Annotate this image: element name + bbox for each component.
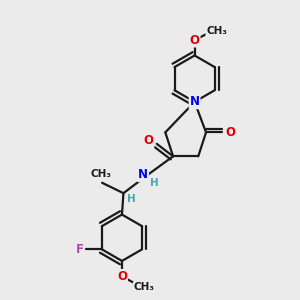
Text: N: N: [190, 95, 200, 108]
Text: CH₃: CH₃: [134, 282, 155, 292]
Text: O: O: [143, 134, 153, 147]
Text: H: H: [128, 194, 136, 204]
Text: H: H: [150, 178, 159, 188]
Text: O: O: [190, 34, 200, 46]
Text: F: F: [76, 243, 84, 256]
Text: O: O: [117, 270, 127, 283]
Text: CH₃: CH₃: [206, 26, 227, 36]
Text: CH₃: CH₃: [90, 169, 111, 179]
Text: O: O: [226, 126, 236, 139]
Text: N: N: [138, 168, 148, 181]
